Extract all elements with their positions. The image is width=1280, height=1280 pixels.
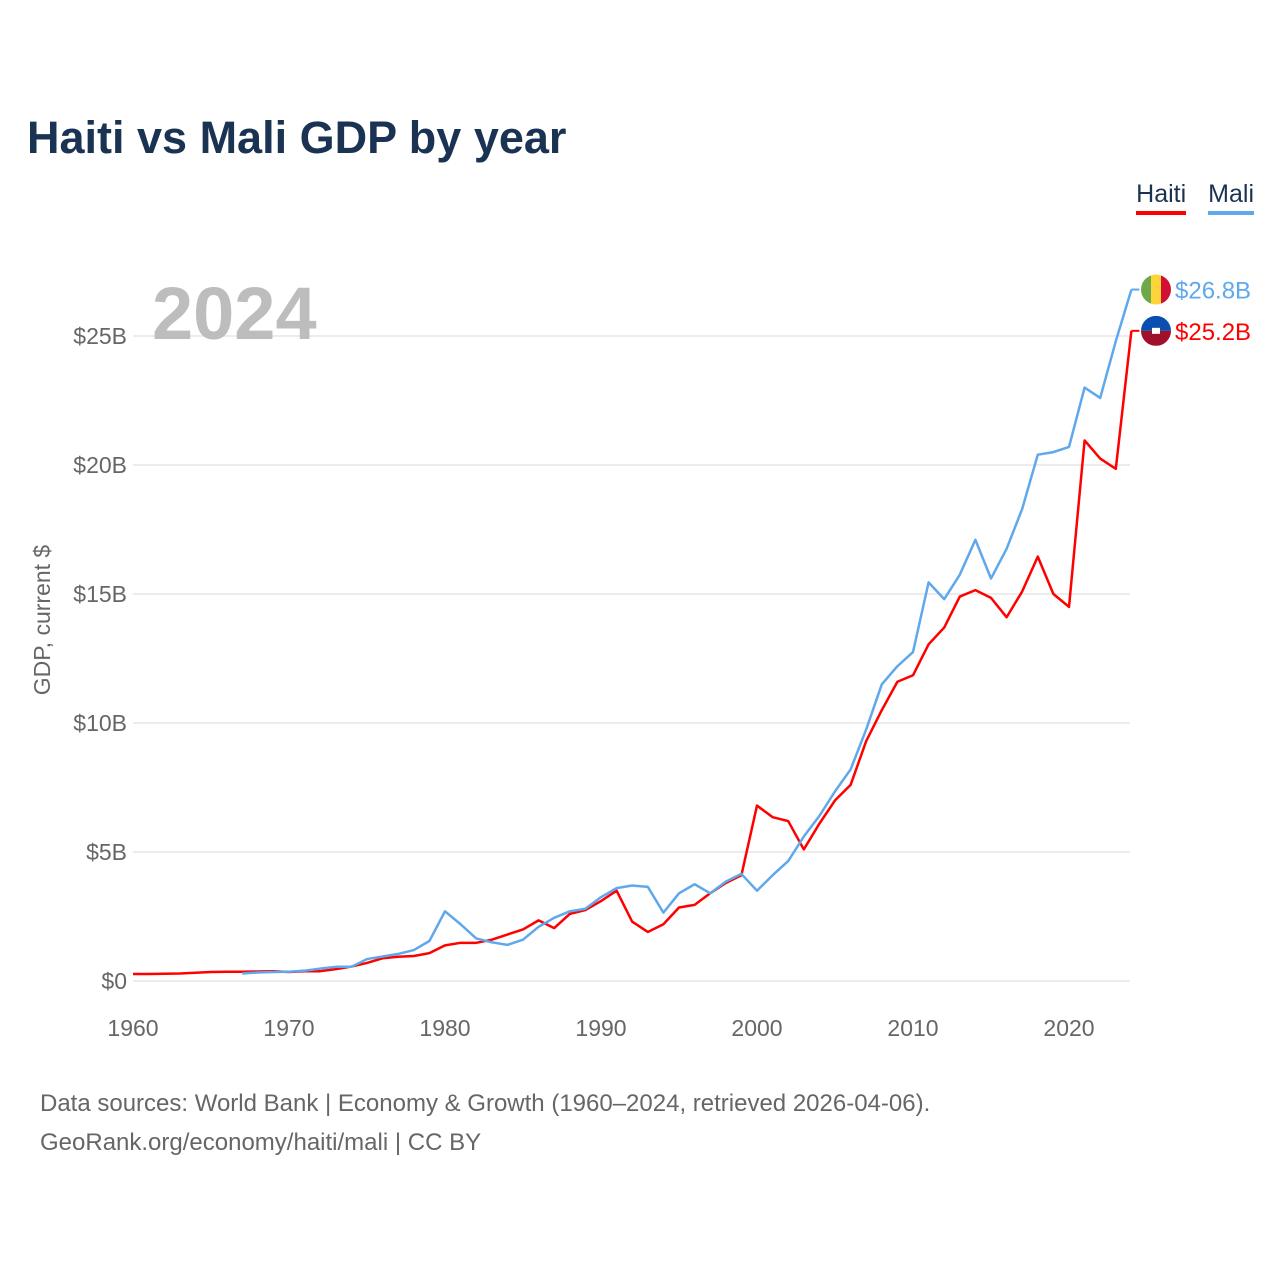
- footer: Data sources: World Bank | Economy & Gro…: [40, 1084, 930, 1162]
- x-tick-label: 2000: [731, 1015, 782, 1041]
- series-line-mali: [242, 289, 1133, 975]
- end-value-label-mali: $26.8B: [1175, 278, 1251, 305]
- legend-item-haiti[interactable]: Haiti: [1136, 180, 1187, 215]
- data-sources: Data sources: World Bank | Economy & Gro…: [40, 1090, 931, 1117]
- mali-flag-icon: [1141, 274, 1171, 305]
- x-tick-label: 2010: [887, 1015, 938, 1041]
- x-tick-label: 1960: [107, 1015, 158, 1041]
- y-tick-label: $25B: [73, 323, 127, 349]
- end-value-label-haiti: $25.2B: [1175, 319, 1251, 346]
- source-link[interactable]: GeoRank.org/economy/haiti/mali | CC BY: [40, 1129, 482, 1156]
- x-tick-label: 1970: [263, 1015, 314, 1041]
- y-tick-label: $0: [101, 968, 127, 994]
- y-tick-label: $20B: [73, 452, 127, 478]
- legend: Haiti Mali: [1136, 180, 1254, 215]
- series-line-haiti: [133, 330, 1133, 976]
- x-tick-label: 1980: [419, 1015, 470, 1041]
- haiti-flag-icon: [1141, 315, 1171, 346]
- page-title: Haiti vs Mali GDP by year: [27, 112, 567, 163]
- y-tick-label: $15B: [73, 581, 127, 607]
- y-tick-label: $5B: [86, 839, 127, 865]
- year-label: 2024: [152, 272, 317, 355]
- y-tick-label: $10B: [73, 710, 127, 736]
- legend-item-mali[interactable]: Mali: [1208, 180, 1254, 215]
- x-tick-label: 2020: [1043, 1015, 1094, 1041]
- x-tick-label: 1990: [575, 1015, 626, 1041]
- y-axis-label: GDP, current $: [29, 545, 55, 696]
